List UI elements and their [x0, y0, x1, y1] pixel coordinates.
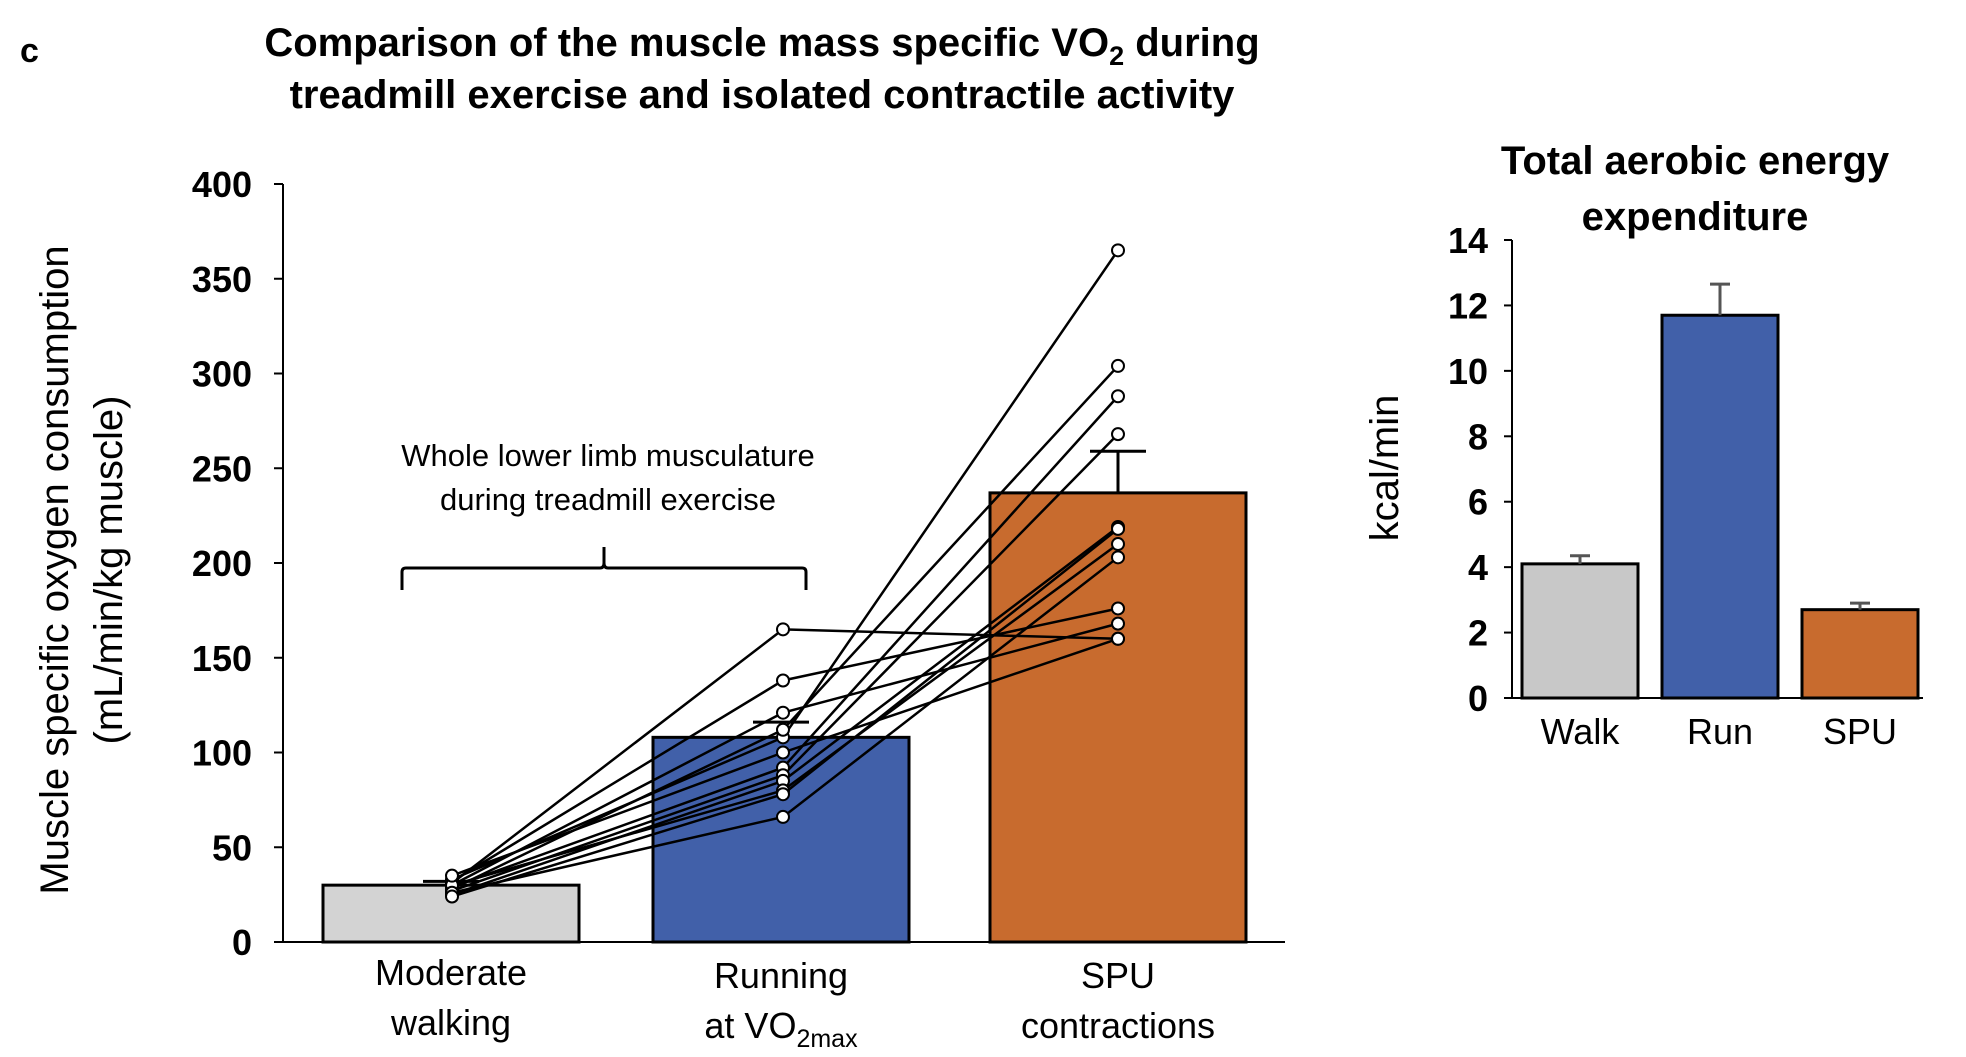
inset-chart-title-line2: expenditure	[1582, 195, 1809, 239]
subject-point	[1111, 358, 1125, 373]
inset-x-label: SPU	[1823, 711, 1897, 752]
inset-y-tick-label: 4	[1468, 547, 1488, 588]
x-label-spu-line2: contractions	[1021, 1005, 1215, 1046]
inset-y-tick-label: 2	[1468, 613, 1488, 654]
inset-x-label: Walk	[1541, 711, 1621, 752]
main-title-part1: Comparison of the muscle mass specific V…	[264, 21, 1109, 65]
inset-x-label: Run	[1687, 711, 1753, 752]
subject-point	[776, 705, 790, 720]
inset-y-ticks: 0 2 4 6 8 10 12 14	[1448, 220, 1512, 719]
subject-point	[776, 787, 790, 802]
individual-subject-lines	[445, 243, 1125, 904]
subject-point	[1111, 427, 1125, 442]
main-chart-title-line2: treadmill exercise and isolated contract…	[290, 73, 1236, 117]
subject-point	[1111, 550, 1125, 565]
main-y-tick-label: 150	[192, 638, 252, 679]
inset-y-tick-label: 8	[1468, 416, 1488, 457]
inset-chart-title-line1: Total aerobic energy	[1501, 139, 1890, 183]
subject-point	[1111, 616, 1125, 631]
inset-chart: Total aerobic energy expenditure kcal/mi…	[1363, 139, 1923, 752]
x-label-walking-line2: walking	[390, 1002, 511, 1043]
main-y-axis-label-line1: Muscle specific oxygen consumption	[33, 245, 77, 894]
subject-point	[776, 809, 790, 824]
subject-point	[776, 722, 790, 737]
x-label-running-line1: Running	[714, 955, 848, 996]
main-y-tick-label: 350	[192, 259, 252, 300]
subject-point	[776, 622, 790, 637]
main-y-tick-label: 100	[192, 733, 252, 774]
subject-point	[1111, 601, 1125, 616]
subject-point	[445, 889, 459, 904]
subject-point	[1111, 389, 1125, 404]
annotation-line2: during treadmill exercise	[440, 482, 776, 517]
inset-y-tick-label: 6	[1468, 482, 1488, 523]
inset-y-tick-label: 10	[1448, 351, 1488, 392]
x-label-running-subscript: 2max	[796, 1025, 858, 1053]
inset-y-tick-label: 0	[1468, 678, 1488, 719]
main-y-tick-label: 300	[192, 354, 252, 395]
annotation-line1: Whole lower limb musculature	[401, 438, 814, 473]
main-chart: Comparison of the muscle mass specific V…	[33, 21, 1285, 1053]
main-y-tick-label: 200	[192, 543, 252, 584]
main-title-part2: during	[1124, 21, 1260, 65]
x-label-walking-line1: Moderate	[375, 952, 527, 993]
subject-point	[1111, 521, 1125, 536]
inset-bar	[1660, 313, 1780, 700]
inset-bar	[1800, 608, 1920, 700]
inset-y-tick-label: 14	[1448, 220, 1488, 261]
subject-point	[776, 673, 790, 688]
inset-y-axis-label: kcal/min	[1363, 395, 1407, 542]
main-y-tick-label: 400	[192, 164, 252, 205]
inset-x-labels: Walk Run SPU	[1541, 711, 1897, 752]
subject-point	[1111, 243, 1125, 258]
main-y-tick-label: 250	[192, 448, 252, 489]
inset-bars	[1520, 313, 1920, 700]
main-y-tick-label: 0	[232, 922, 252, 963]
main-y-tick-label: 50	[212, 827, 252, 868]
subject-point	[445, 868, 459, 883]
panel-label: c	[20, 32, 39, 70]
subject-point	[1111, 537, 1125, 552]
annotation-brace	[400, 547, 808, 590]
x-label-spu-line1: SPU	[1081, 955, 1155, 996]
x-label-running-line2: at VO2max	[704, 1005, 858, 1053]
subject-point	[776, 745, 790, 760]
main-y-axis-label-line2: (mL/min/kg muscle)	[87, 396, 131, 745]
inset-error-bars	[1570, 282, 1870, 610]
inset-bar	[1520, 562, 1640, 700]
main-title-subscript: 2	[1109, 41, 1124, 71]
main-chart-title: Comparison of the muscle mass specific V…	[264, 21, 1259, 71]
inset-y-tick-label: 12	[1448, 285, 1488, 326]
x-label-running-at-vo: at VO	[704, 1005, 796, 1046]
subject-point	[1111, 631, 1125, 646]
main-y-ticks: 0 50 100 150 200 250 300 350 400	[192, 164, 283, 963]
